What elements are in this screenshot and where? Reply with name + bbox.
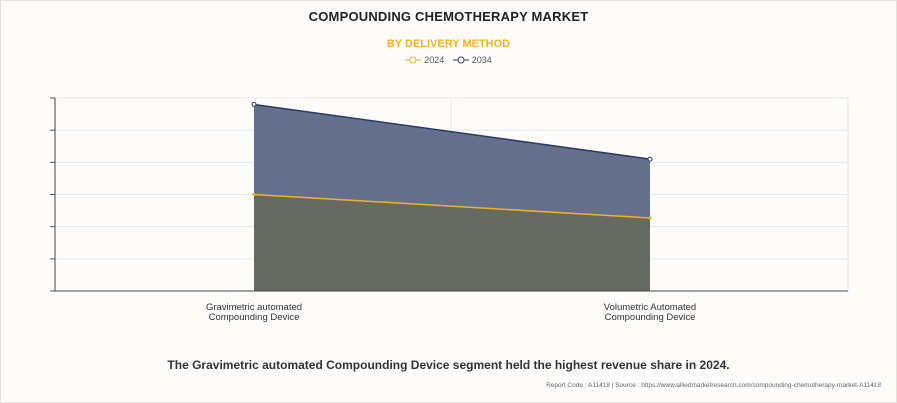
legend-item-2034[interactable]: 2034 [452, 55, 492, 65]
x-tick-label: Compounding Device [605, 312, 696, 323]
legend-label-2034: 2034 [471, 55, 492, 65]
area-2024 [254, 194, 650, 291]
line-2024 [253, 193, 651, 219]
legend-marker-2034-icon [452, 56, 469, 64]
x-tick-label: Compounding Device [209, 312, 300, 323]
chart-subtitle: BY DELIVERY METHOD [386, 38, 511, 50]
report-source-line: Report Code : A11418 | Source : https://… [546, 382, 881, 389]
x-tick-label: Gravimetric automated [206, 302, 302, 313]
chart-headline: The Gravimetric automated Compounding De… [167, 358, 730, 372]
legend-label-2024: 2024 [424, 55, 445, 65]
point-2024 [648, 216, 652, 220]
legend-item-2024[interactable]: 2024 [405, 55, 444, 65]
point-2034 [251, 101, 257, 107]
legend: 2024 2034 [0, 55, 897, 66]
point-2024 [252, 193, 256, 196]
x-tick-label: Volumetric Automated [604, 302, 696, 313]
line-2034 [253, 103, 651, 160]
legend-marker-2024-icon [405, 56, 422, 64]
point-2034 [647, 156, 653, 162]
chart-title: COMPOUNDING CHEMOTHERAPY MARKET [308, 9, 589, 24]
